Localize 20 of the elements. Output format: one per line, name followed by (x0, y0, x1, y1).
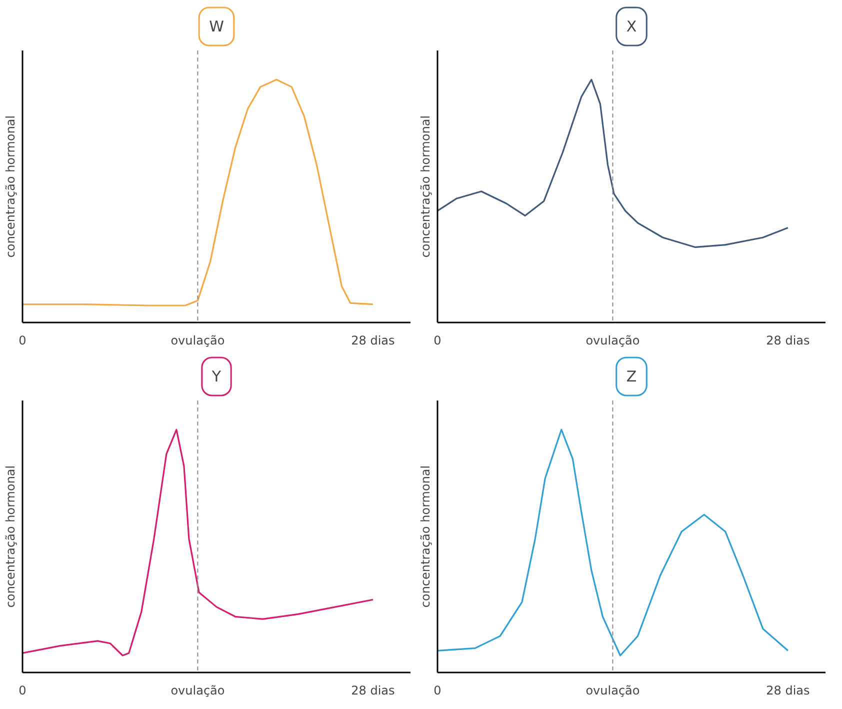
chart-title: W (209, 18, 224, 36)
y-axis-title: concentração hormonal (418, 465, 432, 608)
y-axis-title: concentração hormonal (4, 115, 18, 258)
chart-title: Z (626, 368, 637, 386)
x-tick-label: ovulação (586, 684, 640, 698)
chart-title: X (626, 18, 637, 36)
x-tick-label: ovulação (170, 334, 225, 348)
x-tick-label: 28 dias (766, 334, 810, 348)
y-axis-title: concentração hormonal (418, 115, 432, 258)
x-tick-label: 28 dias (766, 684, 810, 698)
x-tick-label: 28 dias (351, 684, 395, 698)
y-axis-title: concentração hormonal (4, 465, 18, 608)
x-tick-label: ovulação (170, 684, 225, 698)
x-tick-label: 0 (434, 684, 442, 698)
x-tick-label: 0 (434, 334, 442, 348)
x-tick-label: 0 (18, 334, 26, 348)
x-tick-label: 0 (18, 684, 26, 698)
chart-title: Y (210, 368, 222, 386)
x-tick-label: 28 dias (351, 334, 395, 348)
x-tick-label: ovulação (586, 334, 640, 348)
